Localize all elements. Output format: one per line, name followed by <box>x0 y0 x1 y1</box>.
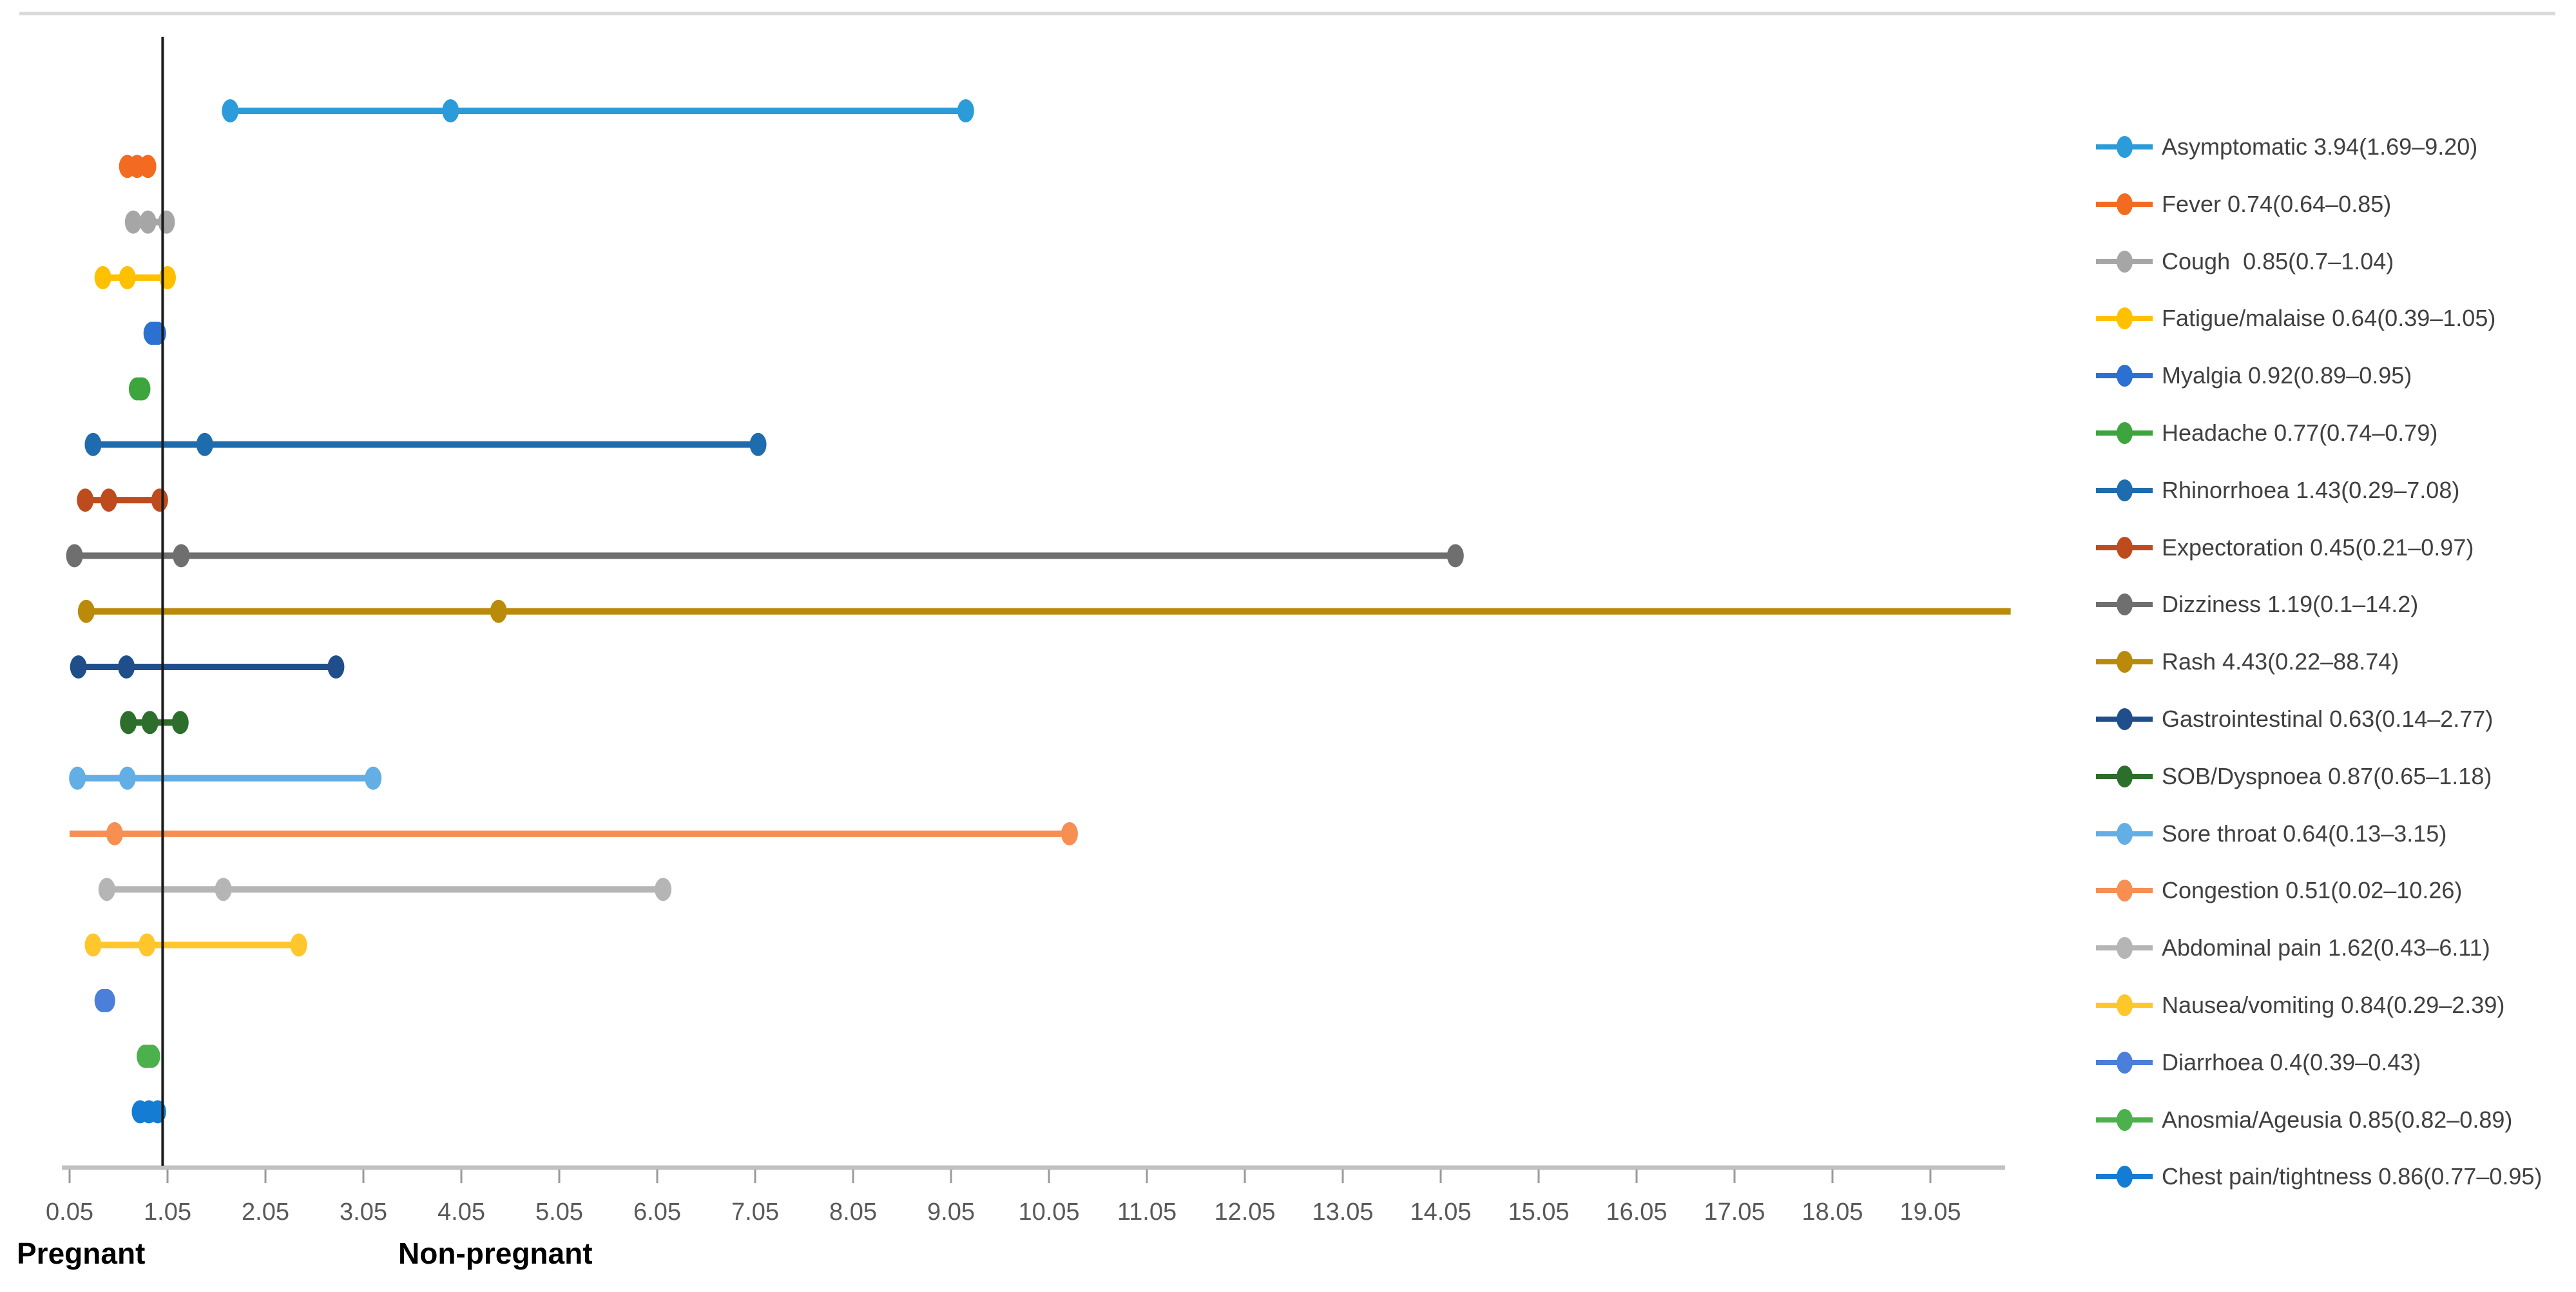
ci-high-marker <box>133 377 151 401</box>
series-headache <box>128 377 151 401</box>
or-marker <box>442 99 459 122</box>
ci-high-marker <box>1061 822 1078 845</box>
x-tick-label: 19.05 <box>1899 1199 1961 1226</box>
series-asymptomatic <box>222 99 974 122</box>
ci-low-marker <box>77 488 94 512</box>
x-tick-label: 12.05 <box>1214 1199 1275 1226</box>
ci-high-marker <box>139 155 157 178</box>
x-tick-label: 13.05 <box>1312 1199 1373 1226</box>
x-tick-label: 15.05 <box>1508 1199 1569 1226</box>
series-dizziness <box>66 544 1464 568</box>
series-cough <box>124 210 175 234</box>
ci-high-marker <box>957 99 974 122</box>
ci-low-marker <box>70 655 87 679</box>
x-tick-label: 17.05 <box>1704 1199 1765 1226</box>
series-congestion <box>70 822 1078 845</box>
or-marker <box>119 766 136 790</box>
or-marker <box>173 544 190 568</box>
x-tick-label: 7.05 <box>731 1199 779 1226</box>
ci-low-marker <box>69 766 86 790</box>
x-tick-label: 3.05 <box>340 1199 387 1226</box>
x-tick-label: 14.05 <box>1410 1199 1471 1226</box>
x-tick-label: 4.05 <box>437 1199 485 1226</box>
ci-low-marker <box>94 265 111 289</box>
series-expectoration <box>77 488 168 512</box>
or-marker <box>100 488 117 512</box>
or-marker <box>139 933 156 957</box>
x-tick-label: 8.05 <box>829 1199 877 1226</box>
x-tick-label: 10.05 <box>1018 1199 1079 1226</box>
x-tick-label: 9.05 <box>927 1199 975 1226</box>
axis-caption-non-pregnant: Non-pregnant <box>398 1237 593 1270</box>
ci-low-marker <box>222 99 239 122</box>
x-tick-label: 5.05 <box>535 1199 583 1226</box>
or-marker <box>106 822 123 845</box>
ci-low-marker <box>98 878 115 902</box>
or-marker <box>215 878 232 902</box>
series-fatigue-malaise <box>94 265 176 289</box>
series-diarrhoea <box>94 988 115 1012</box>
series-chest-pain-tightness <box>131 1100 166 1124</box>
series-rash <box>77 599 2011 623</box>
or-marker <box>118 655 135 679</box>
x-tick-label: 16.05 <box>1606 1199 1667 1226</box>
ci-low-marker <box>120 711 137 735</box>
axis-caption-pregnant: Pregnant <box>17 1237 146 1270</box>
series-sore-throat <box>69 766 382 790</box>
x-tick-label: 2.05 <box>242 1199 289 1226</box>
series-gastrointestinal <box>70 655 345 679</box>
ci-high-marker <box>1447 544 1464 568</box>
ci-high-marker <box>151 488 168 512</box>
ci-high-marker <box>655 878 672 902</box>
or-marker <box>139 210 157 234</box>
ci-high-marker <box>171 711 189 735</box>
x-tick-label: 18.05 <box>1802 1199 1863 1226</box>
series-rhinorrhoea <box>84 432 767 456</box>
ci-low-marker <box>84 432 102 456</box>
series-anosmia-ageusia <box>137 1045 160 1068</box>
x-tick-label: 1.05 <box>144 1199 191 1226</box>
ci-low-marker <box>84 933 102 957</box>
ci-low-marker <box>124 210 142 234</box>
ci-high-marker <box>143 1045 160 1068</box>
x-tick-label: 11.05 <box>1117 1199 1177 1226</box>
ci-high-marker <box>98 988 115 1012</box>
or-marker <box>490 599 507 623</box>
series-fever <box>119 155 157 178</box>
or-marker <box>196 432 213 456</box>
ci-high-marker <box>290 933 307 957</box>
ci-high-marker <box>749 432 767 456</box>
ci-low-marker <box>77 599 95 623</box>
series-abdominal-pain <box>98 878 672 902</box>
ci-high-marker <box>365 766 382 790</box>
x-tick-label: 6.05 <box>633 1199 681 1226</box>
ci-high-marker <box>327 655 345 679</box>
x-tick-label: 0.05 <box>46 1199 93 1226</box>
ci-low-marker <box>66 544 83 568</box>
or-marker <box>119 265 136 289</box>
or-marker <box>141 711 159 735</box>
series-nausea-vomiting <box>84 933 307 957</box>
ci-high-marker <box>158 210 175 234</box>
series-sob-dyspnoea <box>120 711 189 735</box>
